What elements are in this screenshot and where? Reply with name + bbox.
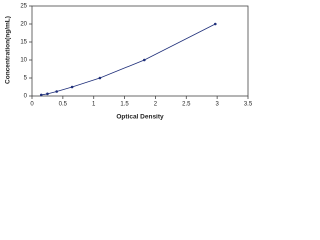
point [143, 58, 146, 62]
point [46, 92, 49, 96]
x-axis-title: Optical Density [116, 114, 164, 121]
page: {"chart_data": {"type": "line", "x_label… [4, 3, 253, 121]
y-tick-label: 15 [20, 40, 27, 46]
x-tick-label: 2.5 [182, 102, 191, 108]
y-axis-title: Concentration(ng/mL) [5, 16, 12, 84]
x-tick-label: 3.5 [244, 102, 253, 108]
y-tick-label: 20 [20, 22, 27, 28]
point [70, 85, 74, 89]
x-tick-label: 2 [154, 102, 158, 108]
plot-frame [31, 5, 249, 97]
chart: Optical Density Concentration(ng/mL) 0 5 1… [5, 4, 253, 121]
x-tick-label: 1.5 [120, 102, 129, 108]
x-tick-label: 0 [30, 102, 34, 108]
curve [41, 23, 216, 96]
point [98, 76, 102, 80]
point [55, 90, 58, 93]
y-tick-label: 5 [24, 76, 28, 82]
point [39, 93, 43, 97]
x-tick-label: 1 [92, 102, 96, 108]
y-tick-label: 10 [20, 58, 27, 64]
y-tick-label: 0 [24, 94, 28, 100]
x-tick-label: 3 [215, 102, 219, 108]
point [213, 22, 217, 26]
x-tick-label: 0.5 [59, 102, 68, 108]
y-tick-label: 25 [20, 4, 27, 10]
